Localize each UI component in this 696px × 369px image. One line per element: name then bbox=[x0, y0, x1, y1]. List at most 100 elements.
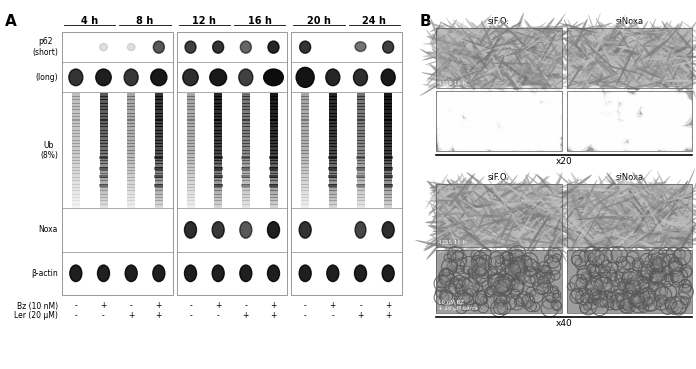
Bar bbox=[301, 106, 309, 108]
Bar bbox=[301, 169, 309, 171]
Ellipse shape bbox=[619, 92, 628, 100]
Ellipse shape bbox=[587, 72, 610, 86]
Ellipse shape bbox=[661, 189, 677, 195]
Bar bbox=[301, 196, 309, 198]
Bar bbox=[214, 125, 222, 127]
Ellipse shape bbox=[430, 204, 443, 226]
Ellipse shape bbox=[562, 203, 584, 213]
Ellipse shape bbox=[658, 48, 682, 81]
Ellipse shape bbox=[591, 199, 616, 230]
Bar bbox=[242, 103, 250, 105]
Bar bbox=[100, 177, 107, 179]
Ellipse shape bbox=[676, 125, 681, 130]
Ellipse shape bbox=[434, 94, 443, 104]
Bar bbox=[155, 175, 163, 176]
Bar bbox=[214, 128, 222, 130]
Ellipse shape bbox=[535, 106, 542, 114]
Bar bbox=[269, 177, 278, 179]
Ellipse shape bbox=[548, 64, 564, 69]
Ellipse shape bbox=[440, 135, 450, 146]
Ellipse shape bbox=[526, 137, 538, 149]
Ellipse shape bbox=[574, 208, 606, 232]
Ellipse shape bbox=[505, 116, 515, 126]
Ellipse shape bbox=[567, 127, 573, 132]
Ellipse shape bbox=[590, 283, 599, 291]
Ellipse shape bbox=[644, 94, 651, 101]
Ellipse shape bbox=[674, 272, 683, 281]
Ellipse shape bbox=[670, 91, 674, 96]
Ellipse shape bbox=[574, 212, 596, 237]
Ellipse shape bbox=[596, 281, 600, 285]
Bar bbox=[356, 143, 365, 145]
Ellipse shape bbox=[684, 286, 689, 291]
Ellipse shape bbox=[587, 120, 605, 137]
Ellipse shape bbox=[566, 91, 574, 99]
Bar bbox=[127, 93, 135, 95]
Bar bbox=[329, 163, 337, 165]
Bar bbox=[155, 131, 163, 132]
Ellipse shape bbox=[453, 133, 470, 149]
Ellipse shape bbox=[631, 241, 652, 245]
Ellipse shape bbox=[458, 223, 473, 251]
Ellipse shape bbox=[627, 56, 669, 59]
Bar bbox=[384, 190, 392, 192]
Ellipse shape bbox=[681, 223, 696, 242]
Bar bbox=[269, 194, 278, 196]
Ellipse shape bbox=[433, 67, 444, 79]
Bar bbox=[242, 199, 250, 200]
Ellipse shape bbox=[553, 55, 567, 71]
Ellipse shape bbox=[633, 298, 639, 304]
Ellipse shape bbox=[659, 121, 675, 137]
Ellipse shape bbox=[486, 229, 516, 249]
Ellipse shape bbox=[619, 45, 629, 59]
Ellipse shape bbox=[598, 267, 603, 272]
Ellipse shape bbox=[440, 118, 448, 126]
Bar bbox=[301, 99, 309, 101]
Ellipse shape bbox=[629, 187, 644, 227]
Ellipse shape bbox=[521, 215, 548, 228]
Bar bbox=[384, 95, 392, 97]
Ellipse shape bbox=[438, 43, 467, 75]
Ellipse shape bbox=[489, 36, 527, 55]
Ellipse shape bbox=[493, 30, 506, 48]
Bar bbox=[384, 155, 392, 156]
Ellipse shape bbox=[627, 34, 656, 46]
Ellipse shape bbox=[493, 183, 527, 200]
Ellipse shape bbox=[516, 270, 522, 276]
Ellipse shape bbox=[532, 141, 541, 150]
Ellipse shape bbox=[567, 228, 585, 255]
Bar bbox=[214, 152, 222, 154]
Ellipse shape bbox=[503, 87, 515, 100]
Ellipse shape bbox=[670, 64, 680, 86]
Ellipse shape bbox=[614, 46, 632, 50]
Ellipse shape bbox=[452, 101, 466, 115]
Bar bbox=[155, 155, 163, 156]
Ellipse shape bbox=[663, 107, 680, 124]
Ellipse shape bbox=[457, 139, 466, 149]
Ellipse shape bbox=[620, 94, 625, 99]
Bar bbox=[436, 250, 562, 313]
Ellipse shape bbox=[429, 38, 444, 49]
Ellipse shape bbox=[632, 195, 670, 217]
Bar bbox=[301, 177, 309, 179]
Bar bbox=[155, 156, 163, 158]
Ellipse shape bbox=[643, 110, 649, 116]
Ellipse shape bbox=[649, 193, 682, 220]
Bar bbox=[127, 155, 135, 156]
Ellipse shape bbox=[686, 127, 693, 135]
Ellipse shape bbox=[585, 183, 617, 198]
Bar bbox=[127, 190, 135, 192]
Bar bbox=[329, 152, 337, 154]
Ellipse shape bbox=[596, 107, 603, 113]
Ellipse shape bbox=[606, 124, 616, 135]
Ellipse shape bbox=[528, 214, 547, 219]
Bar bbox=[127, 197, 135, 199]
Ellipse shape bbox=[644, 38, 674, 63]
Bar bbox=[127, 96, 135, 98]
Ellipse shape bbox=[670, 121, 675, 127]
Bar bbox=[100, 115, 107, 117]
Bar bbox=[100, 200, 107, 202]
Bar bbox=[329, 203, 337, 205]
Ellipse shape bbox=[569, 93, 574, 97]
Ellipse shape bbox=[69, 69, 83, 86]
